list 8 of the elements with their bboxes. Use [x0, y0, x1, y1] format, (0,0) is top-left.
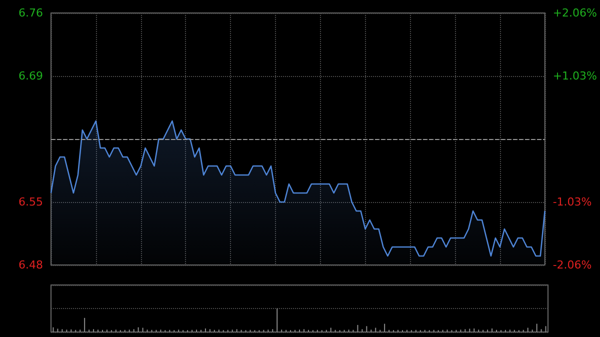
y2-tick-label: +2.06%: [552, 6, 598, 20]
y-tick-label: 6.76: [18, 6, 43, 20]
y2-tick-label: +1.03%: [552, 70, 598, 82]
y2-tick-label: -2.06%: [552, 258, 592, 272]
y-tick-label: 6.48: [18, 258, 43, 272]
y2-tick-label: -1.03%: [552, 196, 592, 208]
y-tick-label: 6.55: [18, 196, 43, 208]
y-tick-label: 6.69: [18, 70, 43, 82]
